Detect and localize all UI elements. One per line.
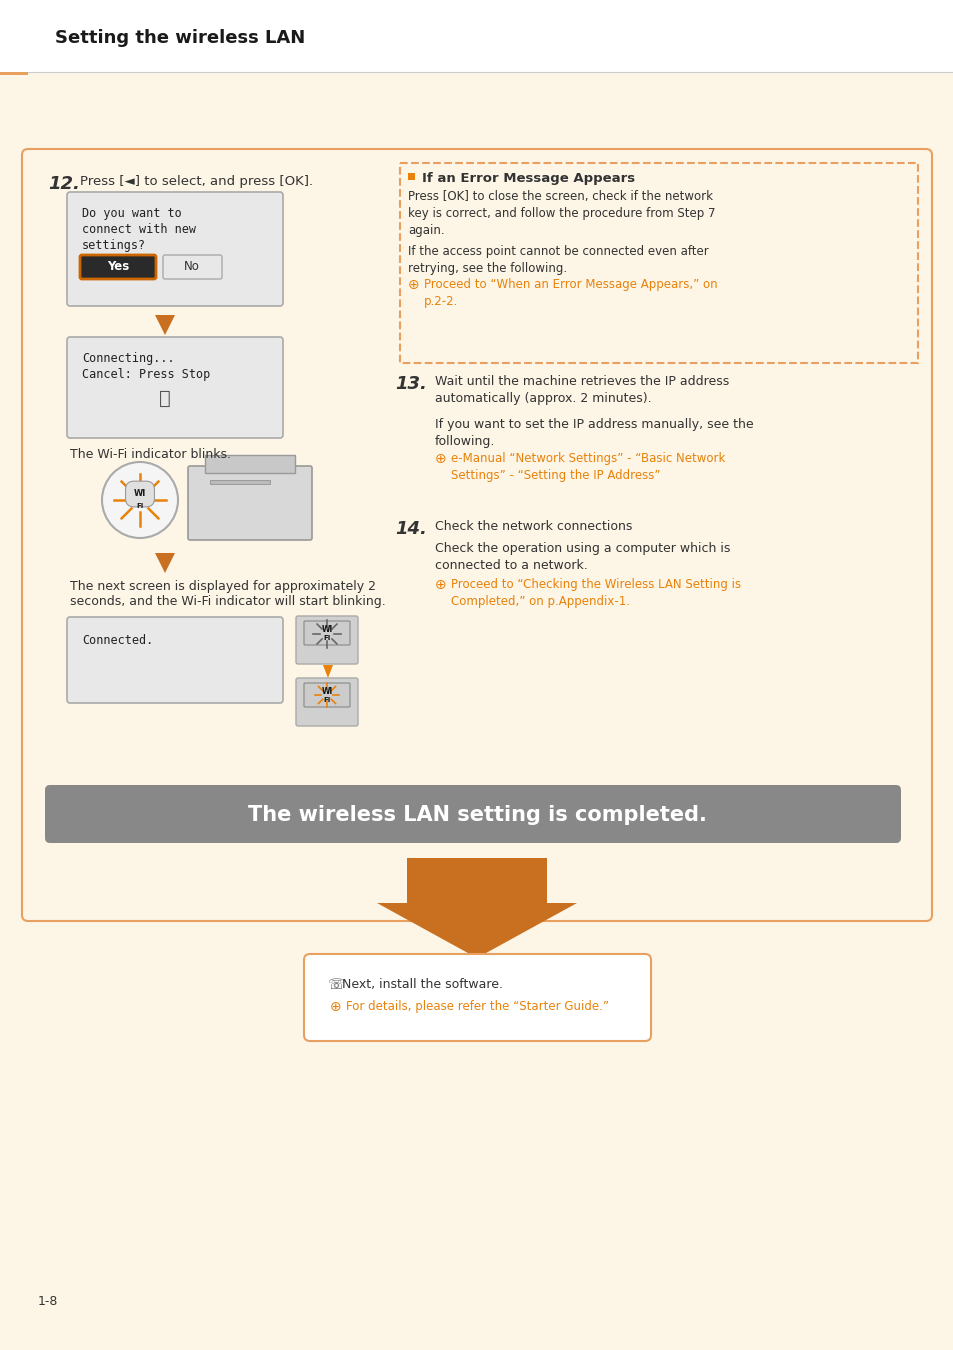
Text: connect with new: connect with new: [82, 223, 195, 236]
Bar: [210, 481, 270, 485]
FancyBboxPatch shape: [67, 338, 283, 437]
Text: Proceed to “Checking the Wireless LAN Setting is
Completed,” on p.Appendix-1.: Proceed to “Checking the Wireless LAN Se…: [451, 578, 740, 608]
Text: Cancel: Press Stop: Cancel: Press Stop: [82, 369, 210, 381]
Text: WI: WI: [321, 687, 333, 697]
FancyBboxPatch shape: [67, 617, 283, 703]
Text: Connecting...: Connecting...: [82, 352, 174, 365]
Text: Do you want to: Do you want to: [82, 207, 182, 220]
Bar: [205, 455, 294, 472]
FancyBboxPatch shape: [295, 616, 357, 664]
Text: FI: FI: [323, 634, 331, 641]
Text: FI: FI: [323, 697, 331, 703]
FancyBboxPatch shape: [67, 192, 283, 306]
Text: The wireless LAN setting is completed.: The wireless LAN setting is completed.: [247, 805, 706, 825]
Text: Proceed to “When an Error Message Appears,” on
p.2-2.: Proceed to “When an Error Message Appear…: [423, 278, 717, 308]
Text: settings?: settings?: [82, 239, 146, 252]
Text: ⊕: ⊕: [435, 578, 446, 593]
Text: Press [◄] to select, and press [OK].: Press [◄] to select, and press [OK].: [80, 176, 313, 188]
Text: 14.: 14.: [395, 520, 426, 539]
Text: If the access point cannot be connected even after
retrying, see the following.: If the access point cannot be connected …: [408, 244, 708, 275]
Text: Press [OK] to close the screen, check if the network
key is correct, and follow : Press [OK] to close the screen, check if…: [408, 190, 715, 238]
Text: The next screen is displayed for approximately 2
seconds, and the Wi-Fi indicato: The next screen is displayed for approxi…: [70, 580, 385, 608]
Text: Yes: Yes: [107, 261, 129, 274]
FancyBboxPatch shape: [163, 255, 222, 279]
Text: Check the operation using a computer which is
connected to a network.: Check the operation using a computer whi…: [435, 541, 730, 572]
Text: ⊕: ⊕: [330, 1000, 341, 1014]
Text: ⏱: ⏱: [159, 389, 171, 408]
FancyBboxPatch shape: [304, 954, 650, 1041]
Bar: [0, 0, 953, 72]
Text: WI: WI: [133, 490, 146, 498]
Polygon shape: [323, 666, 333, 678]
Text: e-Manual “Network Settings” - “Basic Network
Settings” - “Setting the IP Address: e-Manual “Network Settings” - “Basic Net…: [451, 452, 724, 482]
Text: ⊕: ⊕: [435, 452, 446, 466]
Text: The Wi-Fi indicator blinks.: The Wi-Fi indicator blinks.: [70, 448, 231, 460]
FancyBboxPatch shape: [45, 784, 900, 842]
Bar: [408, 173, 415, 180]
Text: ☏: ☏: [327, 977, 344, 992]
Text: Check the network connections: Check the network connections: [435, 520, 632, 533]
Text: 1-8: 1-8: [38, 1295, 58, 1308]
Text: If you want to set the IP address manually, see the
following.: If you want to set the IP address manual…: [435, 418, 753, 448]
Circle shape: [102, 462, 178, 539]
Text: 13.: 13.: [395, 375, 426, 393]
FancyBboxPatch shape: [295, 678, 357, 726]
Bar: [399, 163, 917, 363]
Polygon shape: [154, 554, 174, 572]
Text: Connected.: Connected.: [82, 634, 153, 647]
FancyBboxPatch shape: [304, 683, 350, 707]
Text: Setting the wireless LAN: Setting the wireless LAN: [55, 28, 305, 47]
Polygon shape: [154, 315, 174, 335]
Text: For details, please refer the “Starter Guide.”: For details, please refer the “Starter G…: [346, 1000, 608, 1012]
Text: 12.: 12.: [48, 176, 80, 193]
Polygon shape: [376, 859, 577, 958]
Text: Next, install the software.: Next, install the software.: [341, 977, 502, 991]
FancyBboxPatch shape: [80, 255, 156, 279]
Text: If an Error Message Appears: If an Error Message Appears: [421, 171, 635, 185]
Text: WI: WI: [321, 625, 333, 634]
FancyBboxPatch shape: [22, 148, 931, 921]
Bar: [0, 0, 28, 76]
FancyBboxPatch shape: [188, 466, 312, 540]
FancyBboxPatch shape: [304, 621, 350, 645]
Text: ⊕: ⊕: [408, 278, 419, 292]
Text: No: No: [184, 261, 200, 274]
Text: Wait until the machine retrieves the IP address
automatically (approx. 2 minutes: Wait until the machine retrieves the IP …: [435, 375, 728, 405]
Text: FI: FI: [136, 504, 144, 509]
